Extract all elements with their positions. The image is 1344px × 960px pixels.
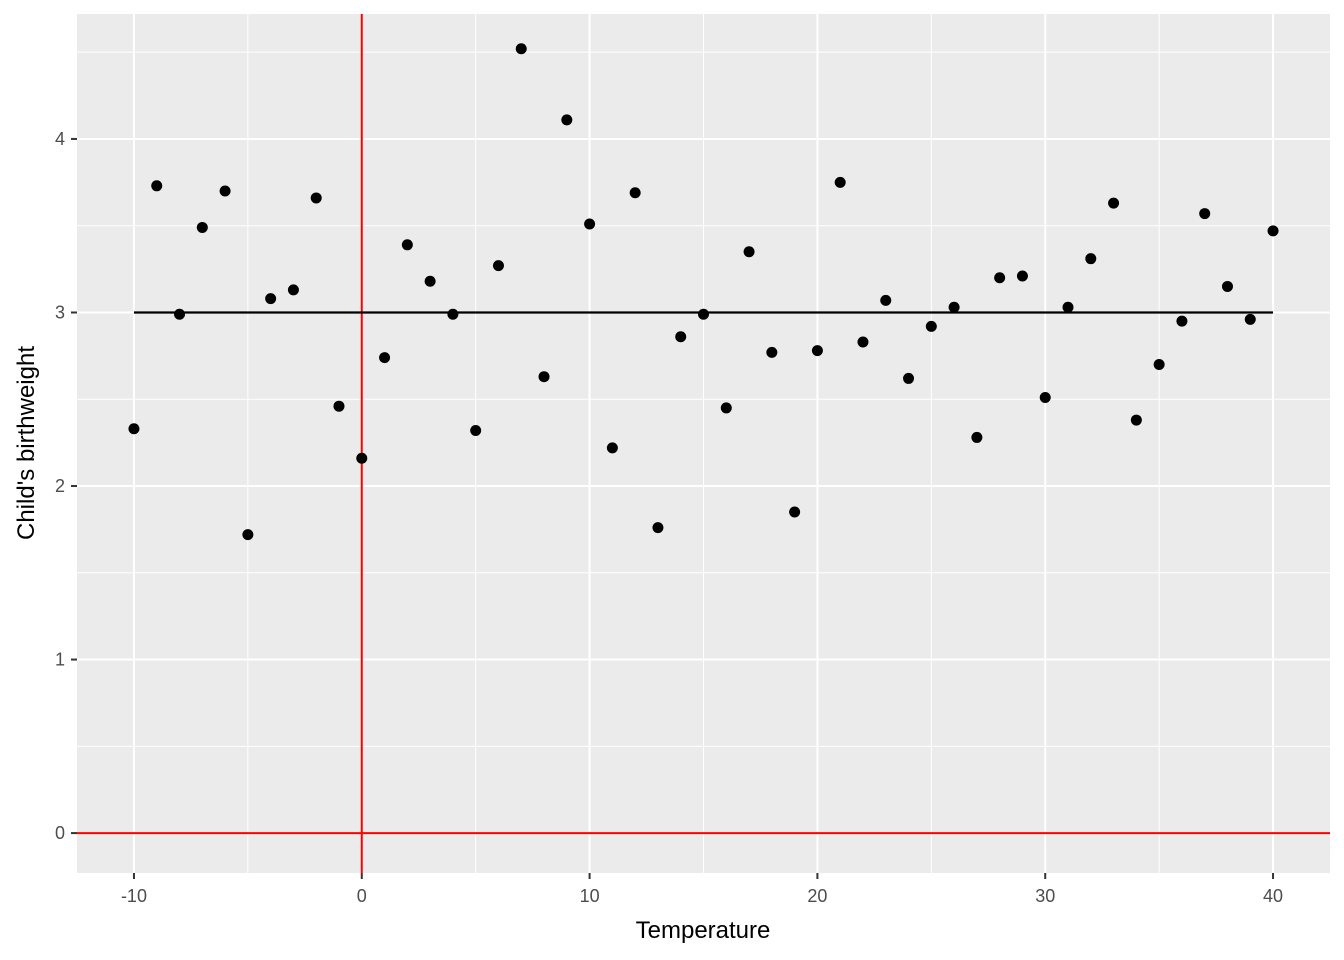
data-point xyxy=(857,336,869,348)
data-point xyxy=(1199,208,1211,220)
x-tick-label: 0 xyxy=(357,886,367,906)
y-tick-label: 1 xyxy=(55,650,65,670)
data-point xyxy=(151,180,163,192)
x-tick-label: 30 xyxy=(1035,886,1055,906)
data-point xyxy=(174,308,186,320)
y-tick-label: 0 xyxy=(55,823,65,843)
x-tick-label: -10 xyxy=(121,886,147,906)
data-point xyxy=(561,114,573,126)
data-point xyxy=(1153,359,1165,371)
data-point xyxy=(1221,280,1233,292)
data-point xyxy=(584,218,596,230)
data-point xyxy=(811,345,823,357)
data-point xyxy=(538,371,550,383)
data-point xyxy=(629,187,641,199)
data-point xyxy=(515,43,527,55)
data-point xyxy=(401,239,413,251)
data-point xyxy=(971,431,983,443)
data-point xyxy=(1176,315,1188,327)
data-point xyxy=(470,424,482,436)
data-point xyxy=(242,529,254,541)
data-point xyxy=(948,301,960,313)
data-point xyxy=(994,272,1006,284)
data-point xyxy=(834,176,846,188)
data-point xyxy=(265,293,277,305)
data-point xyxy=(903,372,915,384)
data-point xyxy=(1039,392,1051,404)
data-point xyxy=(1130,414,1142,426)
data-point xyxy=(333,400,345,412)
data-point xyxy=(287,284,299,296)
data-point xyxy=(880,294,892,306)
data-point xyxy=(1062,301,1074,313)
x-tick-label: 20 xyxy=(807,886,827,906)
data-point xyxy=(789,506,801,518)
data-point xyxy=(698,308,709,320)
x-tick-label: 40 xyxy=(1263,886,1283,906)
data-point xyxy=(424,275,436,287)
data-point xyxy=(1016,270,1028,282)
data-point xyxy=(128,423,140,435)
y-tick-label: 2 xyxy=(55,476,65,496)
x-axis-ticks: -10 0 10 20 30 40 xyxy=(121,873,1283,906)
data-point xyxy=(310,192,322,204)
data-point xyxy=(675,331,687,343)
data-point xyxy=(652,522,664,534)
reference-lines xyxy=(77,14,1330,873)
data-point xyxy=(379,352,391,364)
y-tick-label: 3 xyxy=(55,302,65,322)
y-tick-label: 4 xyxy=(55,129,65,149)
data-point xyxy=(492,260,504,272)
data-point xyxy=(196,221,208,233)
data-point xyxy=(925,320,937,332)
data-point xyxy=(1267,225,1279,237)
data-point xyxy=(766,346,778,358)
data-point xyxy=(219,185,231,197)
data-point xyxy=(1108,197,1120,209)
data-points xyxy=(128,43,1279,541)
x-tick-label: 10 xyxy=(580,886,600,906)
data-point xyxy=(720,402,732,414)
data-point xyxy=(356,452,368,464)
minor-gridlines xyxy=(77,14,1330,873)
y-axis-title: Child's birthweight xyxy=(13,346,40,540)
y-axis-ticks: 0 1 2 3 4 xyxy=(55,129,77,843)
data-point xyxy=(743,246,755,258)
data-point xyxy=(447,308,459,320)
x-axis-title: Temperature xyxy=(636,917,771,944)
data-point xyxy=(1244,313,1256,325)
data-point xyxy=(606,442,618,454)
data-point xyxy=(1085,253,1097,265)
